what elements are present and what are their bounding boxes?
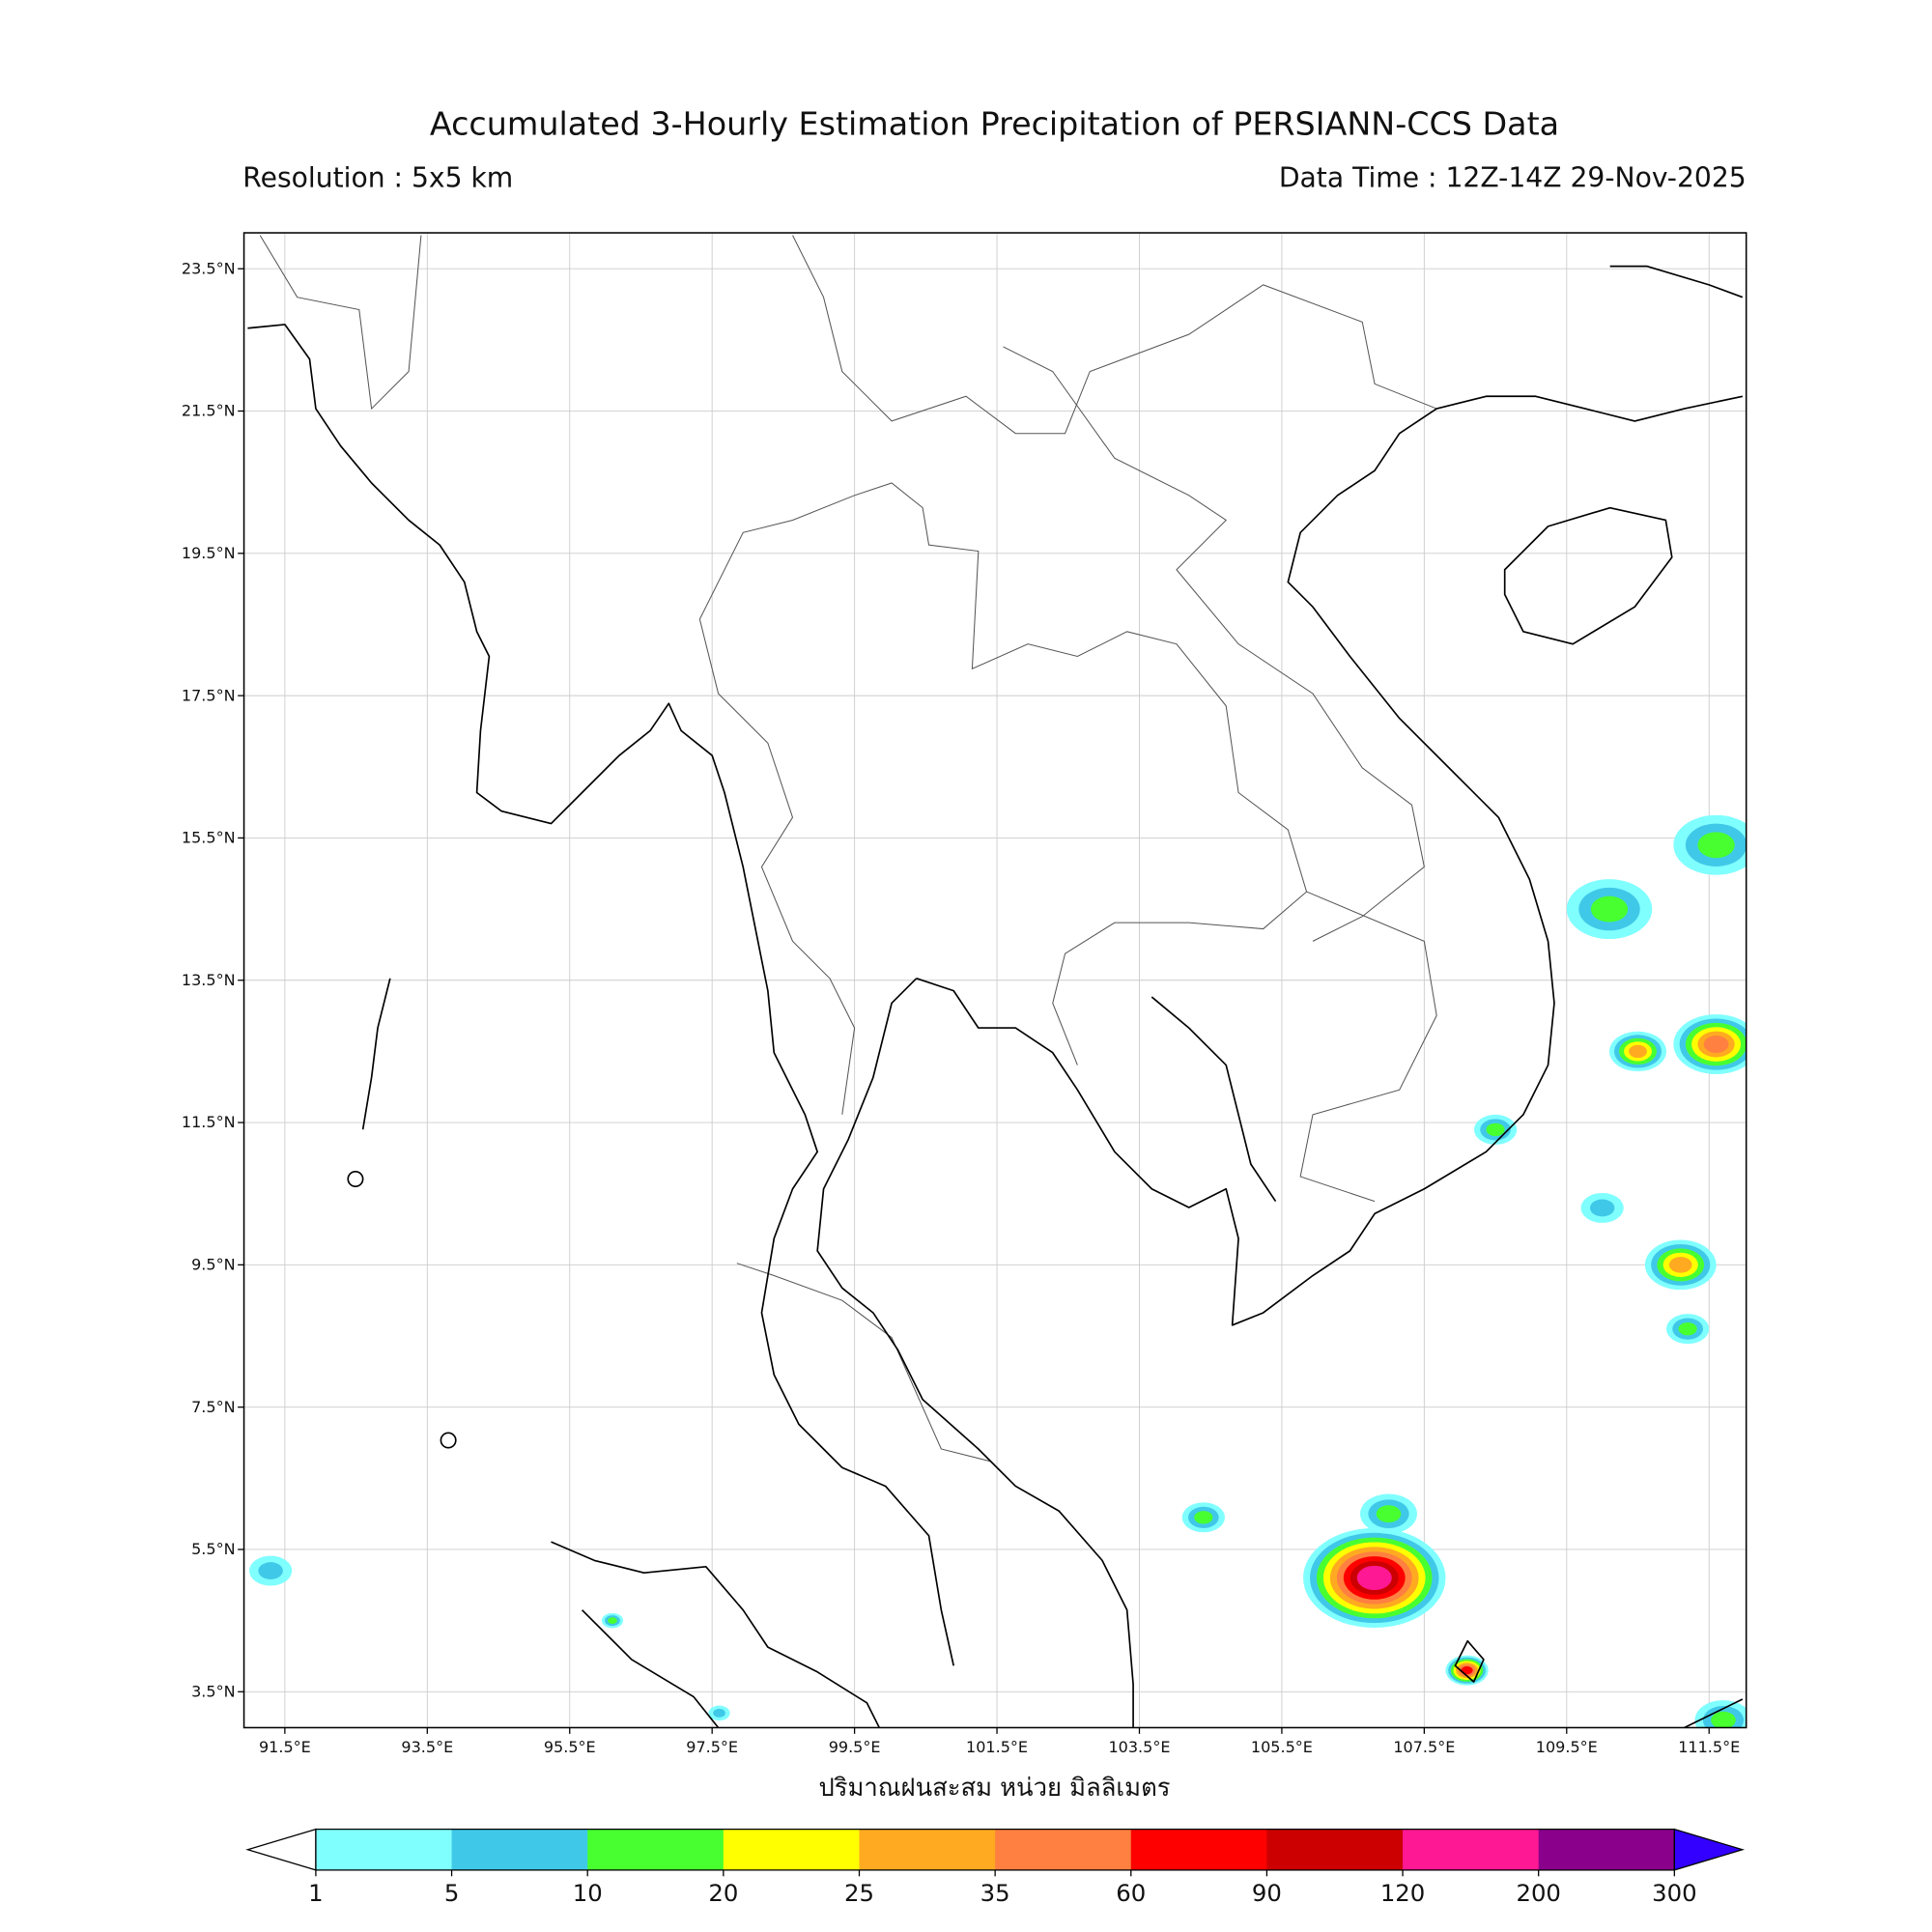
rain-contour-band	[1703, 1036, 1729, 1054]
rain-cell	[1580, 1192, 1624, 1223]
colorbar-segment	[859, 1829, 996, 1870]
rain-contour-band	[1668, 1257, 1692, 1273]
lon-tick-label: 97.5°E	[686, 1738, 738, 1756]
lon-tick-label: 103.5°E	[1108, 1738, 1170, 1756]
map-area	[243, 233, 1747, 1728]
lon-tick-label: 105.5°E	[1251, 1738, 1313, 1756]
rain-cell	[1360, 1493, 1417, 1534]
colorbar-segment	[587, 1829, 724, 1870]
colorbar-tick-label: 35	[980, 1879, 1010, 1907]
rain-cell	[601, 1612, 624, 1629]
lon-tick-label: 99.5°E	[829, 1738, 881, 1756]
rain-contour-band	[713, 1708, 725, 1718]
rain-cell	[1666, 1314, 1710, 1345]
rain-contour-band	[1356, 1565, 1392, 1591]
colorbar-tick-label: 20	[708, 1879, 738, 1907]
rain-cell	[708, 1705, 730, 1721]
colorbar-tick-label: 120	[1380, 1879, 1425, 1907]
rain-contour-band	[1697, 832, 1735, 859]
colorbar-segment	[1266, 1829, 1404, 1870]
rain-cell	[1694, 1700, 1747, 1728]
lon-tick-label: 111.5°E	[1678, 1738, 1740, 1756]
coastlines	[247, 265, 1744, 1728]
lat-tick-label: 17.5°N	[182, 686, 236, 704]
lat-tick-label: 21.5°N	[182, 402, 236, 420]
lon-tick-label: 101.5°E	[966, 1738, 1028, 1756]
rain-cell	[1473, 1114, 1518, 1145]
lat-tick-label: 13.5°N	[182, 971, 236, 989]
colorbar-tick-label: 200	[1516, 1879, 1560, 1907]
colorbar-over-arrow	[1673, 1828, 1746, 1871]
rain-contour-band	[1194, 1511, 1213, 1524]
colorbar-segment	[723, 1829, 861, 1870]
rain-contour-band	[1376, 1505, 1402, 1523]
colorbar-tick-label: 1	[308, 1879, 324, 1907]
precipitation-layer	[249, 814, 1747, 1728]
lat-tick-label: 19.5°N	[182, 544, 236, 562]
rain-contour-band	[1629, 1044, 1647, 1059]
colorbar-segment	[451, 1829, 588, 1870]
lon-tick-label: 109.5°E	[1536, 1738, 1598, 1756]
rain-contour-band	[258, 1562, 283, 1579]
rain-contour-band	[608, 1617, 617, 1624]
colorbar-segment	[1403, 1829, 1540, 1870]
data-time-label: Data Time : 12Z-14Z 29-Nov-2025	[1279, 162, 1747, 194]
rain-cell	[1609, 1031, 1666, 1072]
colorbar-segment	[315, 1829, 453, 1870]
rain-contour-band	[1590, 895, 1629, 923]
rain-cell	[1673, 814, 1747, 875]
axis-ticks: 91.5°E 93.5°E 95.5°E 97.5°E 99.5°E 101.5°E 103…	[182, 259, 1740, 1756]
lon-tick-label: 95.5°E	[544, 1738, 596, 1756]
colorbar-segment	[1130, 1829, 1268, 1870]
rain-cell	[1445, 1655, 1489, 1686]
rain-contour-band	[1486, 1122, 1505, 1137]
colorbar-under-arrow	[245, 1828, 317, 1871]
rain-cell	[1303, 1527, 1446, 1629]
colorbar: 1 5 10 20 25 35 60 90 120 200 300	[245, 1828, 1746, 1907]
lat-tick-label: 7.5°N	[191, 1398, 235, 1416]
colorbar-segment	[995, 1829, 1132, 1870]
colorbar-label: ปริมาณฝนสะสม หน่วย มิลลิเมตร	[818, 1774, 1170, 1803]
rain-cell	[1566, 879, 1653, 940]
colorbar-tick-label: 300	[1652, 1879, 1696, 1907]
lon-tick-label: 93.5°E	[401, 1738, 453, 1756]
rain-cell	[1181, 1502, 1225, 1533]
rain-contour-band	[1678, 1321, 1697, 1336]
rain-contour-band	[1589, 1199, 1615, 1217]
gridlines	[243, 233, 1747, 1728]
colorbar-tick-label: 5	[444, 1879, 460, 1907]
colorbar-tick-label: 90	[1252, 1879, 1282, 1907]
resolution-label: Resolution : 5x5 km	[242, 162, 513, 194]
lon-tick-label: 107.5°E	[1393, 1738, 1455, 1756]
colorbar-tick-label: 60	[1116, 1879, 1146, 1907]
lat-tick-label: 5.5°N	[191, 1540, 235, 1558]
colorbar-tick-label: 25	[844, 1879, 874, 1907]
lat-tick-label: 15.5°N	[182, 829, 236, 847]
lat-tick-label: 23.5°N	[182, 259, 236, 277]
rain-cell	[1644, 1239, 1717, 1291]
country-borders	[259, 235, 1437, 1463]
lat-tick-label: 11.5°N	[182, 1113, 236, 1131]
colorbar-segment	[1538, 1829, 1675, 1870]
rain-cell	[1673, 1014, 1747, 1074]
lat-tick-label: 3.5°N	[191, 1682, 235, 1700]
rain-cell	[249, 1555, 293, 1586]
figure-title: Accumulated 3-Hourly Estimation Precipit…	[430, 105, 1559, 143]
lon-tick-label: 91.5°E	[259, 1738, 311, 1756]
lat-tick-label: 9.5°N	[191, 1255, 235, 1273]
rain-contour-band	[1711, 1711, 1736, 1728]
colorbar-tick-label: 10	[573, 1879, 603, 1907]
